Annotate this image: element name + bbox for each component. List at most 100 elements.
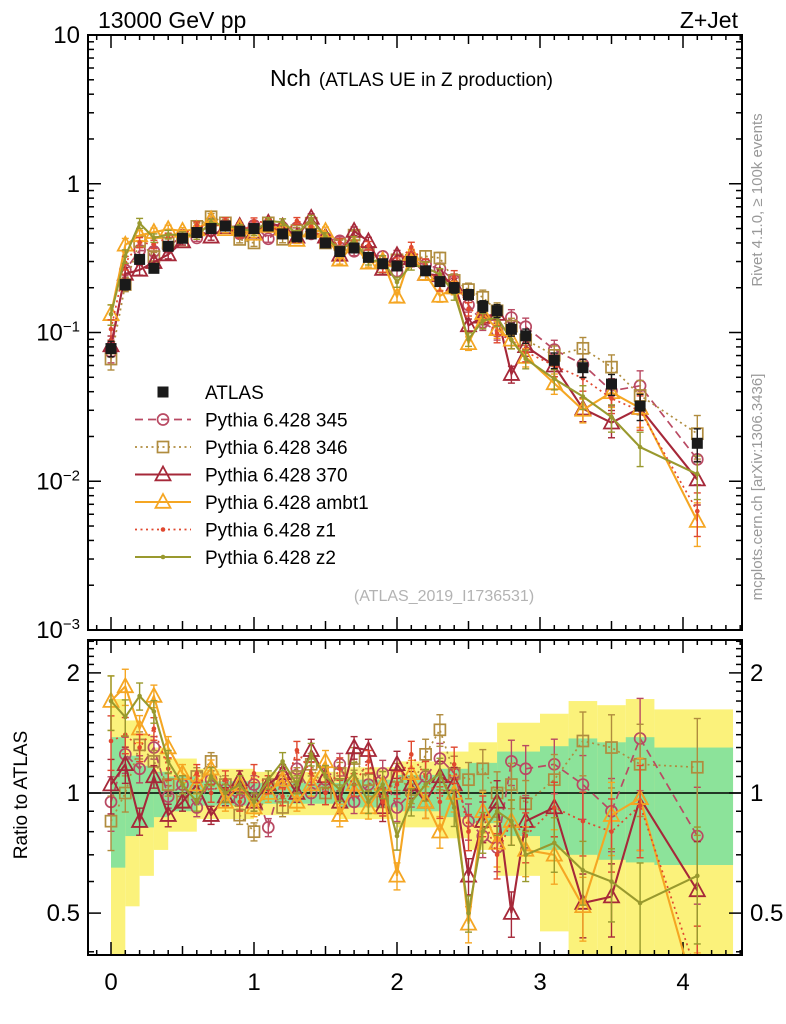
series-ratio-marker xyxy=(409,799,414,805)
series-marker xyxy=(159,244,178,262)
series-ratio-marker xyxy=(308,771,314,776)
atlas-marker xyxy=(291,231,303,243)
series-ratio-marker xyxy=(576,734,590,748)
ratio-tick-label-right: 0.5 xyxy=(750,900,783,927)
series-ratio-marker xyxy=(108,698,114,704)
series-ratio-marker xyxy=(366,759,371,764)
atlas-marker xyxy=(248,223,260,235)
series-marker xyxy=(137,220,142,226)
series-marker xyxy=(330,249,349,267)
series-ratio-marker xyxy=(244,797,264,815)
series-ratio-marker xyxy=(552,840,557,846)
series-ratio-marker xyxy=(380,799,386,805)
series-ratio-marker xyxy=(394,833,400,839)
series-marker xyxy=(108,326,114,332)
series-ratio-marker xyxy=(390,801,404,814)
series-ratio-marker xyxy=(609,879,614,884)
y-tick-label: 10−2 xyxy=(36,467,80,495)
atlas-marker xyxy=(505,323,517,335)
series-marker xyxy=(409,244,414,250)
header-energy: 13000 GeV pp xyxy=(98,7,246,33)
atlas-marker xyxy=(463,289,474,301)
series-ratio-marker xyxy=(159,805,178,822)
series-ratio-marker xyxy=(294,782,300,787)
series-marker xyxy=(480,318,486,324)
atlas-marker xyxy=(148,262,160,274)
series-ratio-marker xyxy=(394,782,400,787)
series-ratio-marker xyxy=(280,794,285,799)
watermark: (ATLAS_2019_I1736531) xyxy=(354,588,534,605)
series-marker xyxy=(130,260,149,277)
ratio-axes xyxy=(88,640,742,955)
series-ratio-marker xyxy=(380,782,386,787)
series-marker xyxy=(280,219,285,225)
series-ratio-marker xyxy=(416,792,435,809)
atlas-marker xyxy=(448,282,460,294)
series-marker xyxy=(351,238,357,243)
x-tick-label: 1 xyxy=(247,969,260,996)
series-ratio-marker xyxy=(323,774,328,779)
legend-label: Pythia 6.428 z1 xyxy=(205,521,336,542)
series-ratio-marker xyxy=(430,821,449,839)
series-ratio-marker xyxy=(104,814,118,828)
legend-label: Pythia 6.428 346 xyxy=(205,438,348,459)
legend-item: Pythia 6.428 z2 xyxy=(135,548,336,569)
series-ratio-marker xyxy=(151,726,157,731)
series-ratio-marker xyxy=(337,787,343,792)
series-marker xyxy=(605,360,618,374)
series-ratio-marker xyxy=(137,693,142,699)
series-ratio-marker xyxy=(251,799,257,805)
legend-marker xyxy=(156,440,170,454)
series-line xyxy=(110,215,698,435)
legend-marker xyxy=(153,464,173,482)
series-marker xyxy=(695,508,700,514)
ratio-panel-frame xyxy=(87,639,743,956)
series-ratio-marker xyxy=(580,868,586,873)
series-marker xyxy=(251,218,257,224)
series-ratio-marker xyxy=(337,766,343,772)
series-marker xyxy=(494,331,500,337)
main-axes xyxy=(88,34,742,631)
series-ratio-marker xyxy=(580,818,586,824)
series-ratio-marker xyxy=(165,759,171,764)
y-tick-label: 10 xyxy=(53,22,80,49)
series-marker xyxy=(552,376,557,382)
series-ratio-marker xyxy=(451,762,457,767)
series-ratio-marker xyxy=(502,903,521,920)
series-ratio-marker xyxy=(409,752,414,757)
ratio-series-marks xyxy=(101,668,707,978)
series-marker xyxy=(394,279,400,285)
series-marker xyxy=(202,226,221,244)
atlas-marker xyxy=(305,228,317,240)
legend-item: Pythia 6.428 345 xyxy=(135,411,348,432)
series-ratio-marker xyxy=(237,799,242,805)
series-marker xyxy=(108,311,114,317)
plot-title-main: Nch xyxy=(270,65,311,91)
plot-title-sub: (ATLAS UE in Z production) xyxy=(319,70,553,91)
series-ratio-marker xyxy=(437,771,443,776)
series-ratio-marker xyxy=(695,973,700,978)
series-ratio-marker xyxy=(459,865,478,883)
series-ratio-marker xyxy=(261,821,275,834)
series-marker xyxy=(137,240,142,245)
series-marker xyxy=(151,235,157,241)
series-ratio-marker xyxy=(216,792,235,809)
atlas-marker xyxy=(105,343,117,355)
series-ratio-marker xyxy=(223,790,228,796)
legend-marker xyxy=(157,386,169,398)
series-marker xyxy=(459,333,478,351)
series-marker xyxy=(523,356,528,362)
atlas-marker xyxy=(177,232,188,244)
series-marker xyxy=(261,232,275,246)
atlas-marker xyxy=(520,330,532,342)
atlas-marker xyxy=(377,258,389,270)
atlas-marker xyxy=(348,242,360,254)
x-tick-label: 2 xyxy=(390,969,403,996)
series-ratio-marker xyxy=(302,774,321,792)
legend-label: Pythia 6.428 ambt1 xyxy=(205,493,369,514)
series-ratio-marker xyxy=(609,829,614,834)
series-ratio-marker xyxy=(433,723,447,737)
series-ratio-marker xyxy=(237,782,242,787)
series-marker xyxy=(466,337,471,342)
series-ratio-marker xyxy=(466,910,471,916)
